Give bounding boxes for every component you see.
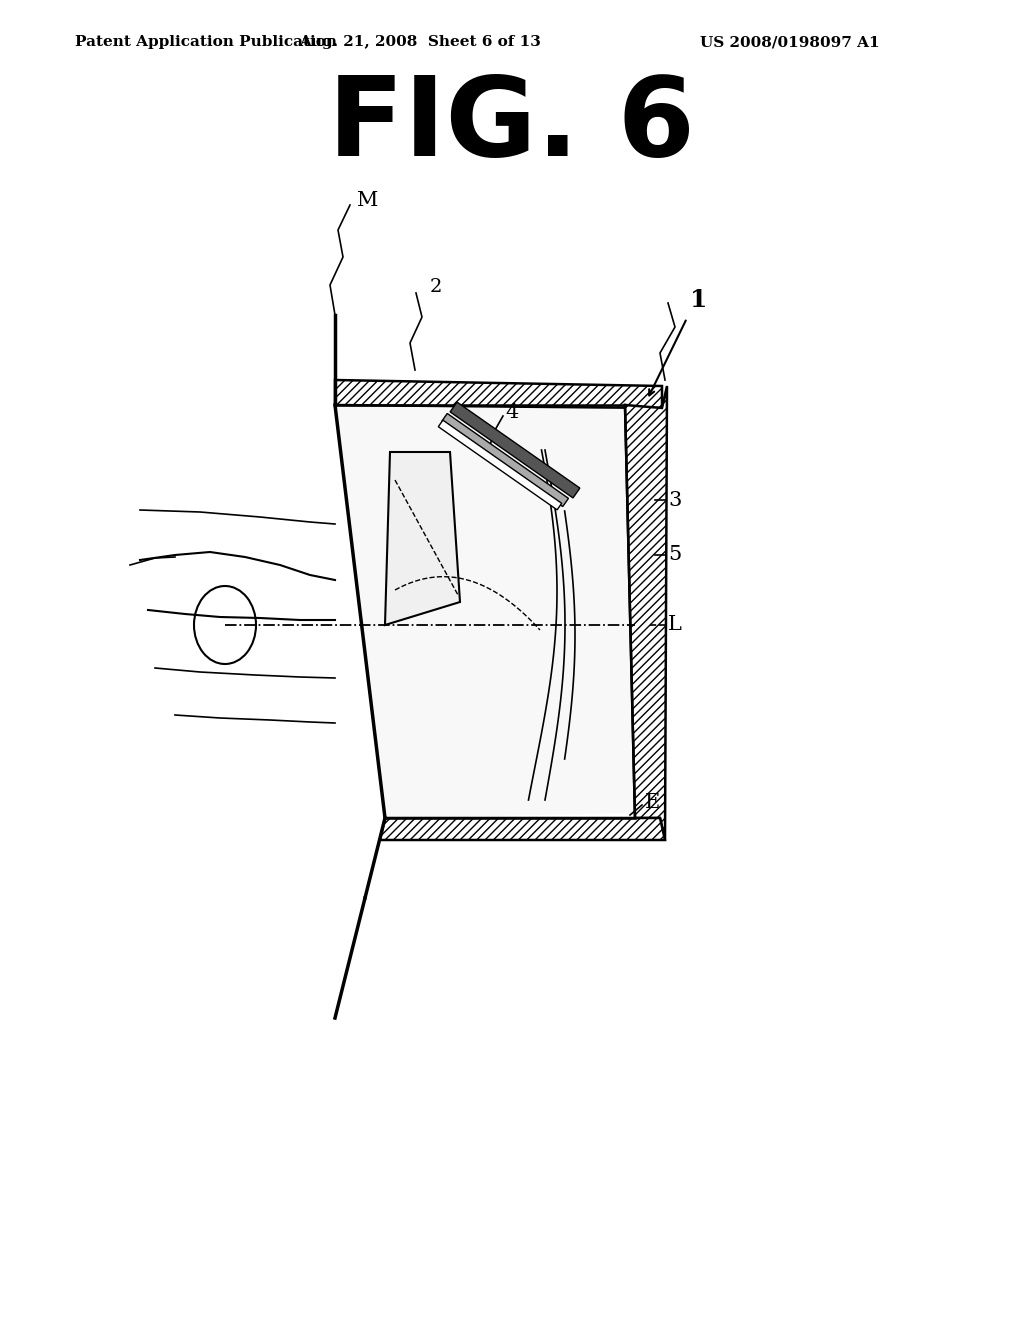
- Text: 3: 3: [668, 491, 681, 510]
- Polygon shape: [385, 451, 460, 624]
- Polygon shape: [380, 818, 665, 840]
- Text: M: M: [357, 190, 378, 210]
- Text: Patent Application Publication: Patent Application Publication: [75, 36, 337, 49]
- Polygon shape: [441, 413, 568, 507]
- Polygon shape: [438, 420, 562, 510]
- Polygon shape: [335, 405, 635, 818]
- Polygon shape: [625, 385, 667, 840]
- Polygon shape: [335, 380, 662, 408]
- Text: Aug. 21, 2008  Sheet 6 of 13: Aug. 21, 2008 Sheet 6 of 13: [299, 36, 541, 49]
- Text: US 2008/0198097 A1: US 2008/0198097 A1: [700, 36, 880, 49]
- Text: E: E: [645, 792, 660, 812]
- Polygon shape: [451, 403, 580, 498]
- Text: L: L: [668, 615, 682, 635]
- Text: 5: 5: [668, 545, 681, 565]
- Text: 1: 1: [690, 288, 708, 312]
- Text: 2: 2: [430, 279, 442, 296]
- Text: FIG. 6: FIG. 6: [329, 71, 695, 178]
- Text: 4: 4: [505, 403, 518, 421]
